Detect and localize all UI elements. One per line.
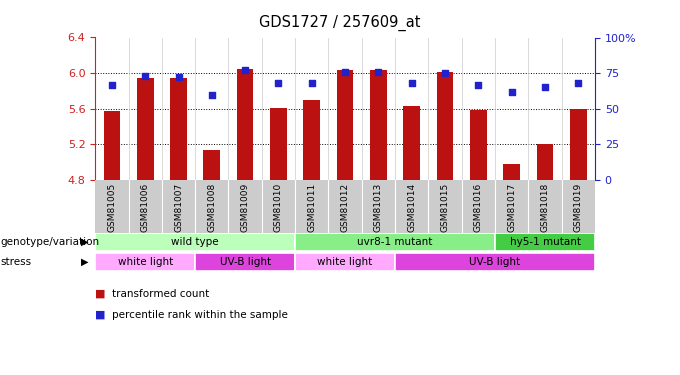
Text: uvr8-1 mutant: uvr8-1 mutant <box>358 237 432 247</box>
Bar <box>237 69 254 180</box>
Text: transformed count: transformed count <box>112 289 209 299</box>
Text: GSM81006: GSM81006 <box>141 183 150 232</box>
Text: percentile rank within the sample: percentile rank within the sample <box>112 310 288 320</box>
Bar <box>370 70 387 180</box>
Point <box>207 92 218 98</box>
Bar <box>137 78 154 180</box>
Text: GSM81011: GSM81011 <box>307 183 316 232</box>
Text: GSM81008: GSM81008 <box>207 183 216 232</box>
Text: GSM81009: GSM81009 <box>241 183 250 232</box>
Text: GDS1727 / 257609_at: GDS1727 / 257609_at <box>259 15 421 31</box>
Text: GSM81014: GSM81014 <box>407 183 416 232</box>
Point <box>573 80 583 86</box>
Bar <box>295 234 495 251</box>
Text: ▶: ▶ <box>80 257 88 267</box>
Bar <box>303 100 320 180</box>
Text: GSM81010: GSM81010 <box>274 183 283 232</box>
Text: hy5-1 mutant: hy5-1 mutant <box>509 237 581 247</box>
Text: UV-B light: UV-B light <box>469 257 521 267</box>
Bar <box>537 144 554 180</box>
Bar <box>203 150 220 180</box>
Bar <box>337 70 354 180</box>
Bar <box>570 109 587 180</box>
Point <box>273 80 284 86</box>
Bar <box>395 253 595 270</box>
Text: white light: white light <box>118 257 173 267</box>
Point <box>540 84 551 90</box>
Bar <box>95 234 295 251</box>
Point <box>239 67 250 73</box>
Bar <box>470 110 487 180</box>
Bar <box>170 78 187 180</box>
Text: wild type: wild type <box>171 237 219 247</box>
Bar <box>403 106 420 180</box>
Point <box>340 69 351 75</box>
Point <box>439 70 450 76</box>
Text: white light: white light <box>318 257 373 267</box>
Bar <box>95 253 195 270</box>
Text: ■: ■ <box>95 289 105 299</box>
Point <box>106 81 118 87</box>
Point <box>407 80 418 86</box>
Text: GSM81015: GSM81015 <box>441 183 449 232</box>
Bar <box>270 108 287 180</box>
Point <box>373 69 384 75</box>
Bar <box>503 164 520 180</box>
Point <box>173 74 184 80</box>
Text: GSM81016: GSM81016 <box>474 183 483 232</box>
Text: GSM81012: GSM81012 <box>341 183 350 232</box>
Text: GSM81018: GSM81018 <box>541 183 549 232</box>
Text: GSM81019: GSM81019 <box>574 183 583 232</box>
Point <box>140 73 151 79</box>
Text: UV-B light: UV-B light <box>220 257 271 267</box>
Text: GSM81017: GSM81017 <box>507 183 516 232</box>
Text: genotype/variation: genotype/variation <box>0 237 99 247</box>
Text: GSM81005: GSM81005 <box>107 183 116 232</box>
Point <box>306 80 317 86</box>
Text: ■: ■ <box>95 310 105 320</box>
Text: ▶: ▶ <box>80 237 88 247</box>
Bar <box>295 253 395 270</box>
Text: GSM81007: GSM81007 <box>174 183 183 232</box>
Text: stress: stress <box>0 257 31 267</box>
Point <box>473 81 484 87</box>
Bar <box>495 234 595 251</box>
Bar <box>195 253 295 270</box>
Text: GSM81013: GSM81013 <box>374 183 383 232</box>
Point <box>506 88 517 94</box>
Bar <box>437 72 454 180</box>
Bar <box>103 111 120 180</box>
